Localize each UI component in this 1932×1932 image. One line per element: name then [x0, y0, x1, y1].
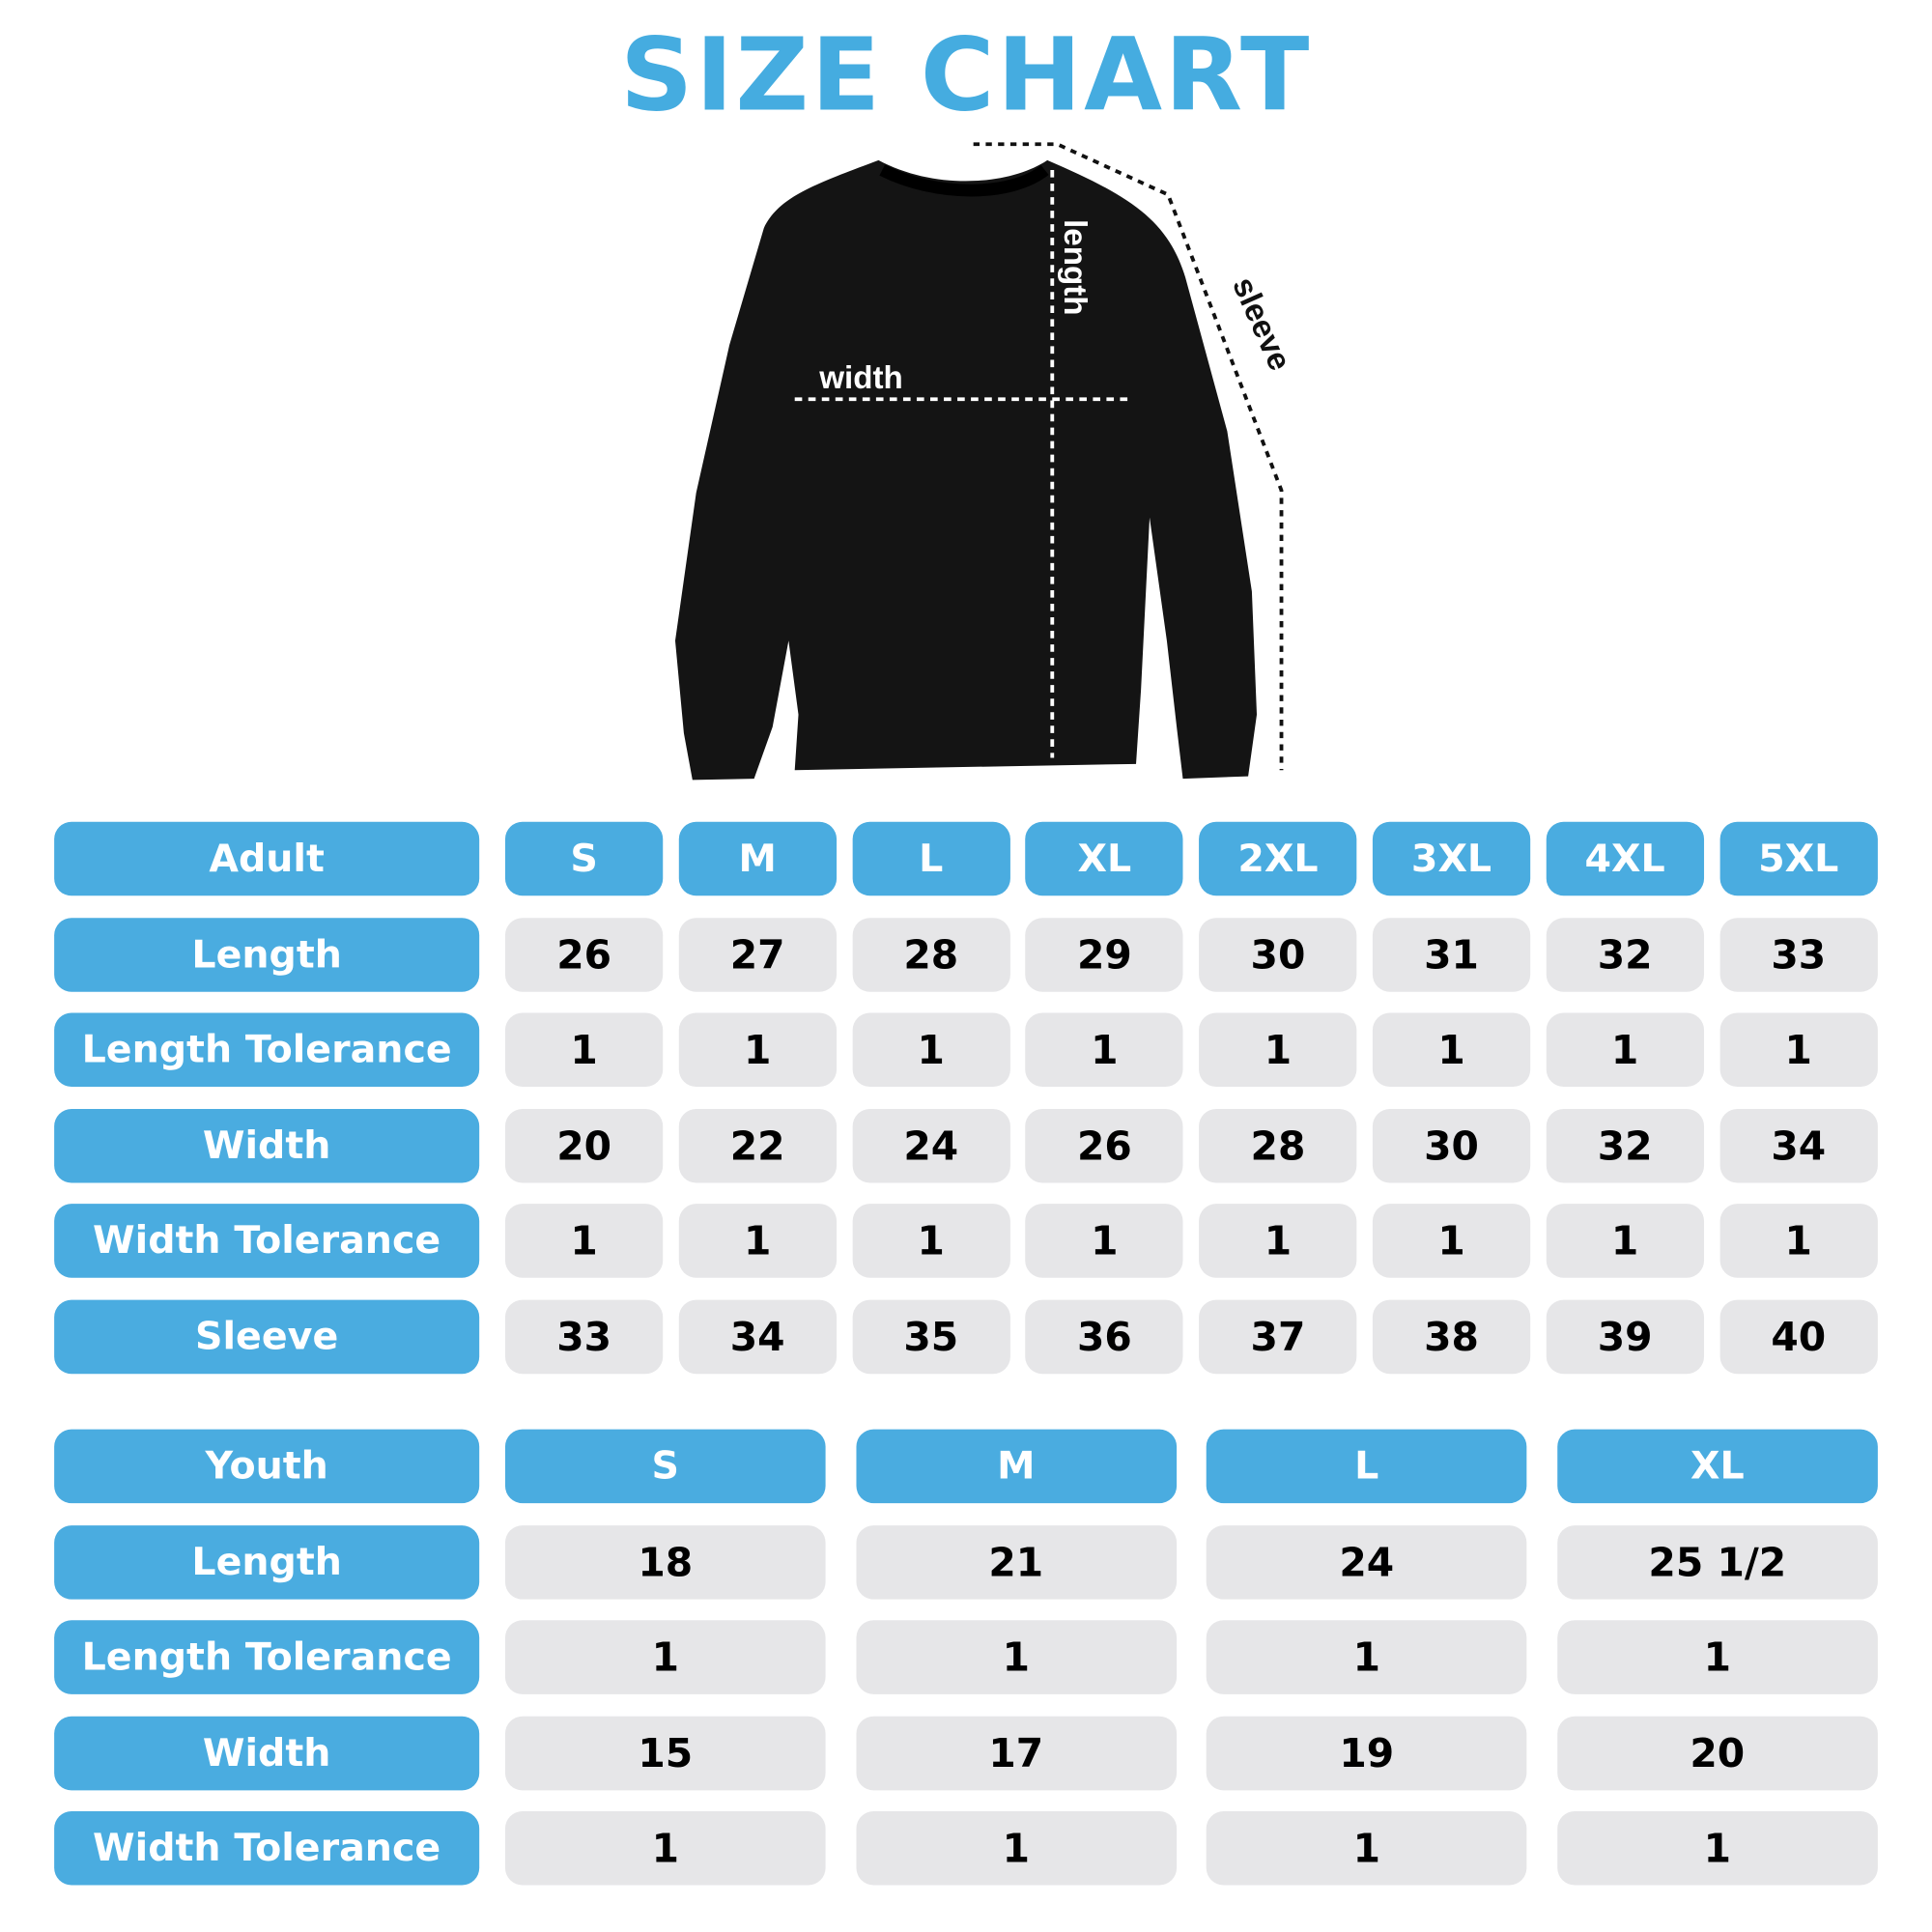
adult-size-header: L [852, 821, 1010, 896]
adult-value-cell: 1 [1719, 1012, 1878, 1088]
youth-value-cell: 1 [504, 1620, 826, 1695]
youth-size-header: XL [1556, 1429, 1878, 1504]
sweatshirt-diagram: width length sleeve [674, 142, 1297, 781]
adult-row-label: Width [54, 1108, 480, 1183]
youth-row-label: Width [54, 1716, 480, 1791]
adult-value-cell: 1 [1546, 1012, 1704, 1088]
adult-row-label: Width Tolerance [54, 1204, 480, 1279]
adult-value-cell: 29 [1025, 917, 1183, 992]
sleeve-label: sleeve [1225, 272, 1297, 377]
adult-value-cell: 31 [1372, 917, 1531, 992]
adult-value-cell: 24 [852, 1108, 1010, 1183]
width-label: width [818, 360, 903, 396]
adult-value-cell: 32 [1546, 1108, 1704, 1183]
youth-value-cell: 19 [1206, 1716, 1527, 1791]
youth-value-cell: 1 [1206, 1620, 1527, 1695]
page-title: SIZE CHART [620, 16, 1312, 135]
adult-value-cell: 1 [1372, 1012, 1531, 1088]
adult-value-cell: 22 [678, 1108, 837, 1183]
adult-value-cell: 1 [1199, 1012, 1357, 1088]
adult-value-cell: 33 [1719, 917, 1878, 992]
youth-value-cell: 1 [504, 1811, 826, 1887]
youth-value-cell: 1 [1556, 1811, 1878, 1887]
adult-value-cell: 1 [1199, 1204, 1357, 1279]
adult-size-header: 4XL [1546, 821, 1704, 896]
adult-size-header: M [678, 821, 837, 896]
adult-value-cell: 30 [1199, 917, 1357, 992]
adult-value-cell: 1 [678, 1204, 837, 1279]
youth-value-cell: 18 [504, 1524, 826, 1600]
adult-value-cell: 34 [1719, 1108, 1878, 1183]
youth-size-header: M [855, 1429, 1177, 1504]
adult-value-cell: 26 [504, 917, 664, 992]
youth-value-cell: 1 [855, 1620, 1177, 1695]
adult-size-header: XL [1025, 821, 1183, 896]
adult-value-cell: 26 [1025, 1108, 1183, 1183]
adult-value-cell: 1 [1546, 1204, 1704, 1279]
youth-value-cell: 21 [855, 1524, 1177, 1600]
adult-size-header: 2XL [1199, 821, 1357, 896]
youth-size-header: L [1206, 1429, 1527, 1504]
adult-value-cell: 20 [504, 1108, 664, 1183]
youth-value-cell: 17 [855, 1716, 1177, 1791]
youth-value-cell: 20 [1556, 1716, 1878, 1791]
adult-value-cell: 38 [1372, 1299, 1531, 1375]
adult-value-cell: 1 [852, 1204, 1010, 1279]
adult-value-cell: 36 [1025, 1299, 1183, 1375]
adult-value-cell: 35 [852, 1299, 1010, 1375]
youth-value-cell: 24 [1206, 1524, 1527, 1600]
adult-header-label: Adult [54, 821, 480, 896]
youth-value-cell: 1 [1556, 1620, 1878, 1695]
adult-value-cell: 28 [1199, 1108, 1357, 1183]
youth-row-label: Length Tolerance [54, 1620, 480, 1695]
adult-value-cell: 34 [678, 1299, 837, 1375]
adult-value-cell: 40 [1719, 1299, 1878, 1375]
adult-row-label: Length [54, 917, 480, 992]
adult-size-header: 5XL [1719, 821, 1878, 896]
adult-value-cell: 1 [504, 1012, 664, 1088]
sweatshirt-image [674, 159, 1258, 781]
adult-value-cell: 1 [1719, 1204, 1878, 1279]
adult-value-cell: 30 [1372, 1108, 1531, 1183]
adult-value-cell: 27 [678, 917, 837, 992]
adult-row-label: Length Tolerance [54, 1012, 480, 1088]
adult-value-cell: 32 [1546, 917, 1704, 992]
adult-value-cell: 39 [1546, 1299, 1704, 1375]
adult-row-label: Sleeve [54, 1299, 480, 1375]
youth-size-header: S [504, 1429, 826, 1504]
collar [879, 164, 1049, 197]
youth-value-cell: 15 [504, 1716, 826, 1791]
youth-value-cell: 1 [1206, 1811, 1527, 1887]
adult-size-header: S [504, 821, 664, 896]
youth-value-cell: 25 1/2 [1556, 1524, 1878, 1600]
adult-size-header: 3XL [1372, 821, 1531, 896]
adult-value-cell: 37 [1199, 1299, 1357, 1375]
adult-value-cell: 28 [852, 917, 1010, 992]
adult-value-cell: 1 [504, 1204, 664, 1279]
adult-value-cell: 1 [1025, 1204, 1183, 1279]
youth-row-label: Width Tolerance [54, 1811, 480, 1887]
length-label: length [1057, 219, 1093, 315]
adult-value-cell: 1 [1372, 1204, 1531, 1279]
youth-header-label: Youth [54, 1429, 480, 1504]
youth-value-cell: 1 [855, 1811, 1177, 1887]
adult-value-cell: 33 [504, 1299, 664, 1375]
adult-value-cell: 1 [678, 1012, 837, 1088]
adult-value-cell: 1 [1025, 1012, 1183, 1088]
youth-row-label: Length [54, 1524, 480, 1600]
adult-value-cell: 1 [852, 1012, 1010, 1088]
